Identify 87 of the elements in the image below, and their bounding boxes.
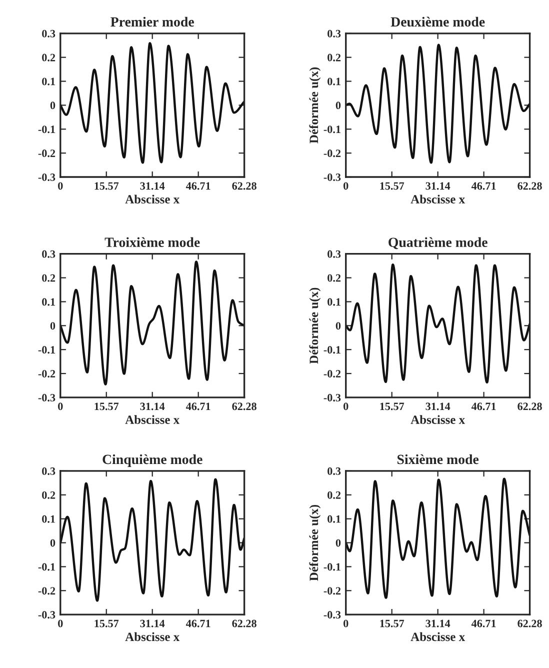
x-tick-label: 0 [344,620,348,628]
y-tick-label: 0 [336,322,341,330]
y-tick-label: 0.1 [42,298,55,306]
y-tick-label: -0.2 [38,587,56,595]
x-axis-title: Abscisse x [125,415,180,424]
x-tick-label: 62.28 [232,182,256,190]
x-tick-label: 0 [58,402,63,410]
x-tick-label: 31.14 [426,402,450,410]
x-tick-label: 46.71 [186,182,210,190]
y-tick-label: 0.2 [42,491,56,499]
x-tick-label: 0 [344,402,348,410]
x-tick-label: 15.57 [94,182,119,190]
y-tick-label: 0 [50,322,56,330]
y-tick-label: -0.1 [38,126,55,134]
y-tick-label: 0 [336,539,341,547]
y-tick-label: -0.3 [324,173,341,182]
x-tick-label: 46.71 [471,402,496,410]
y-tick-label: -0.1 [324,346,340,354]
y-tick-label: -0.3 [324,394,341,402]
x-axis-title: Abscisse x [410,194,466,204]
y-tick-label: 0 [50,102,56,110]
y-tick-label: 0 [50,539,56,547]
y-tick-label: 0.1 [328,298,340,306]
y-tick-label: 0.3 [42,30,56,38]
y-tick-label: 0.3 [328,467,341,475]
x-axis-title: Abscisse x [125,632,180,642]
y-tick-label: -0.2 [324,370,341,378]
x-tick-label: 31.14 [140,620,165,628]
y-tick-label: -0.3 [38,173,56,182]
y-tick-label: -0.1 [38,563,55,571]
y-tick-label: 0.2 [328,491,341,499]
y-tick-label: 0.3 [328,30,341,38]
y-tick-label: -0.2 [38,150,56,158]
y-tick-label: 0.1 [328,78,340,86]
x-axis-title: Abscisse x [410,632,466,642]
x-tick-label: 31.14 [426,182,450,190]
x-tick-label: 46.71 [186,620,210,628]
x-tick-label: 62.28 [518,182,542,190]
x-tick-label: 0 [58,620,63,628]
y-tick-label: -0.3 [324,611,341,619]
y-axis-title: Déformée u(x) [309,288,321,364]
y-tick-label: -0.2 [324,587,341,595]
x-tick-label: 62.28 [232,620,256,628]
x-tick-label: 15.57 [380,182,404,190]
x-tick-label: 31.14 [426,620,450,628]
y-axis-title: Déformée u(x) [309,504,321,581]
y-tick-label: -0.1 [324,563,340,571]
chart-title: Deuxième mode [390,16,485,27]
x-axis-title: Abscisse x [410,415,466,424]
y-tick-label: 0.2 [328,274,341,282]
chart-title: Quatrième mode [388,237,488,250]
y-tick-label: 0.1 [328,515,340,523]
y-tick-label: -0.1 [324,126,340,134]
y-tick-label: 0.2 [42,274,56,282]
x-tick-label: 0 [344,182,348,190]
x-tick-label: 31.14 [140,402,165,410]
y-tick-label: -0.3 [38,394,56,402]
x-tick-label: 15.57 [94,620,119,628]
y-tick-label: -0.2 [324,150,341,158]
x-axis-title: Abscisse x [125,194,180,204]
y-tick-label: 0.2 [328,54,341,62]
y-tick-label: 0.2 [42,54,56,62]
chart-title: Cinquième mode [102,454,202,467]
x-tick-label: 0 [58,182,63,190]
y-tick-label: 0.3 [328,250,341,258]
chart-title: Premier mode [110,16,194,27]
x-tick-label: 62.28 [518,620,542,628]
x-tick-label: 31.14 [140,182,165,190]
chart-title: Sixième mode [397,454,479,464]
y-tick-label: -0.2 [38,370,56,378]
x-tick-label: 15.57 [380,620,404,628]
x-tick-label: 15.57 [380,402,404,410]
y-tick-label: -0.3 [38,611,56,619]
x-tick-label: 62.28 [518,402,542,410]
chart-title: Troixième mode [104,237,200,248]
y-tick-label: 0.1 [42,515,55,523]
y-tick-label: 0.3 [42,467,56,475]
y-tick-label: -0.1 [38,346,55,354]
x-tick-label: 15.57 [94,402,119,410]
y-tick-label: 0.3 [42,250,56,258]
y-tick-label: 0.1 [42,78,55,86]
x-tick-label: 46.71 [471,620,496,628]
x-tick-label: 46.71 [186,402,210,410]
x-tick-label: 62.28 [232,402,256,410]
y-tick-label: 0 [336,102,341,110]
y-axis-title: Déformée u(x) [309,67,321,144]
x-tick-label: 46.71 [471,182,496,190]
